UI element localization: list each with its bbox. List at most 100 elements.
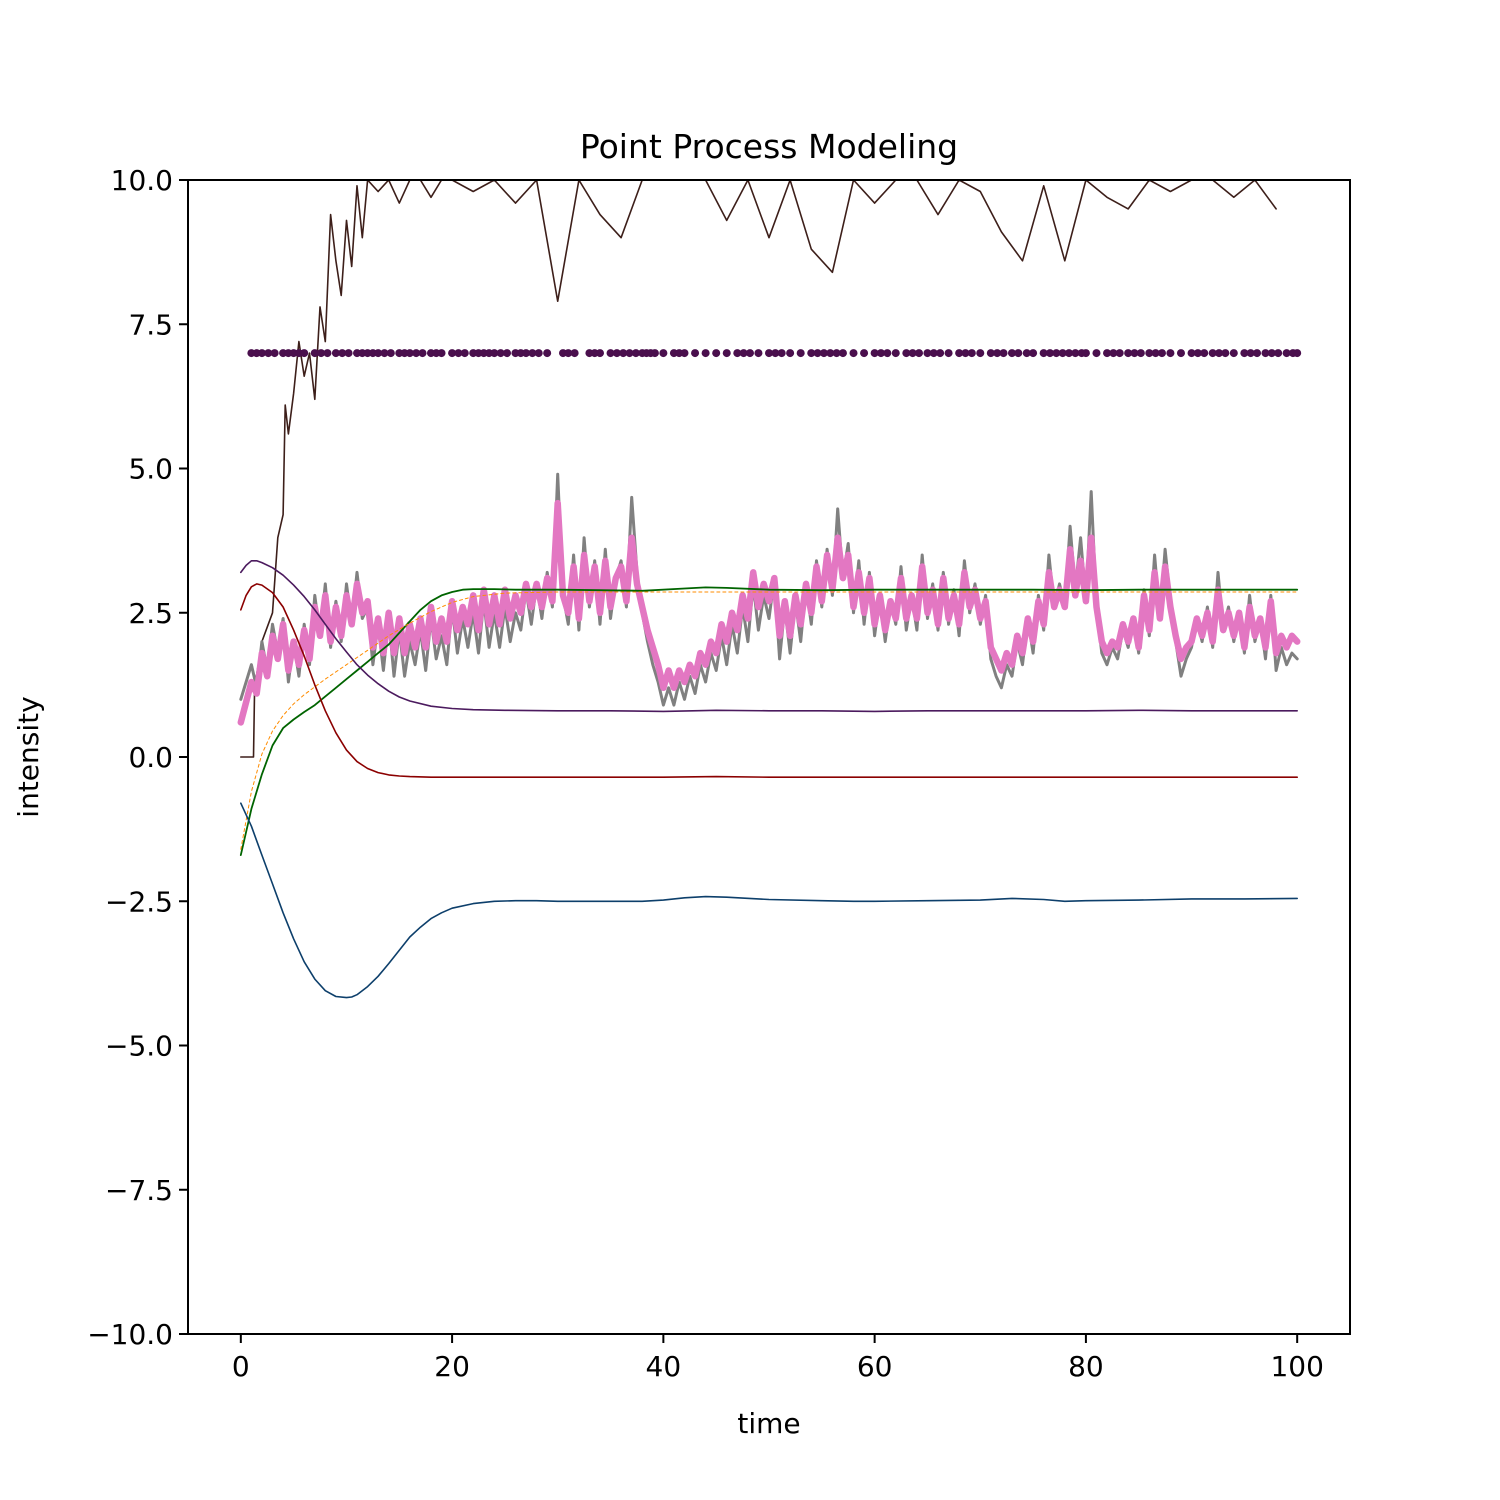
event-dot bbox=[1092, 349, 1101, 358]
event-dot bbox=[961, 349, 970, 358]
y-tick-label: −10.0 bbox=[87, 1318, 173, 1351]
event-dot bbox=[257, 349, 266, 358]
event-dot bbox=[902, 349, 911, 358]
event-dot bbox=[944, 349, 953, 358]
event-dot bbox=[1103, 349, 1112, 358]
x-axis-label: time bbox=[737, 1407, 800, 1440]
event-dot bbox=[1253, 349, 1262, 358]
event-dot bbox=[754, 349, 763, 358]
x-tick-label: 100 bbox=[1270, 1350, 1323, 1383]
event-dot bbox=[680, 349, 689, 358]
event-dot bbox=[929, 349, 938, 358]
event-dot bbox=[264, 349, 273, 358]
series-line-5 bbox=[240, 591, 1298, 850]
event-dot bbox=[659, 349, 668, 358]
series-line-6 bbox=[240, 559, 1298, 713]
series-line-7 bbox=[240, 583, 1298, 779]
event-dot bbox=[1115, 349, 1124, 358]
event-dot bbox=[1124, 349, 1133, 358]
event-dot bbox=[691, 349, 700, 358]
event-dot bbox=[310, 349, 319, 358]
event-dot bbox=[1065, 349, 1074, 358]
event-dot bbox=[412, 349, 421, 358]
event-dot bbox=[796, 349, 805, 358]
event-dot bbox=[786, 349, 795, 358]
event-dot bbox=[338, 349, 347, 358]
event-dot bbox=[460, 349, 469, 358]
event-dot bbox=[612, 349, 621, 358]
event-dot bbox=[826, 349, 835, 358]
y-tick-label: 0.0 bbox=[128, 741, 173, 774]
event-dot bbox=[1045, 349, 1054, 358]
event-dot bbox=[777, 349, 786, 358]
event-dot bbox=[631, 349, 640, 358]
event-dot bbox=[564, 349, 573, 358]
event-dots-series bbox=[247, 349, 1302, 358]
event-dot bbox=[496, 349, 505, 358]
event-dot bbox=[813, 349, 822, 358]
event-dot bbox=[986, 349, 995, 358]
x-axis: 0 20 40 60 80 100 bbox=[232, 1334, 1324, 1383]
event-dot bbox=[619, 349, 628, 358]
event-dot bbox=[765, 349, 773, 358]
event-dot bbox=[386, 349, 395, 358]
event-dot bbox=[923, 349, 932, 358]
event-dot bbox=[650, 349, 659, 358]
event-dot bbox=[1215, 349, 1224, 358]
chart-title: Point Process Modeling bbox=[580, 127, 958, 166]
series-line-8 bbox=[240, 802, 1298, 999]
event-dot bbox=[1022, 349, 1031, 358]
x-tick-label: 20 bbox=[434, 1350, 470, 1383]
event-dot bbox=[317, 349, 326, 358]
event-dot bbox=[701, 349, 710, 358]
event-dot bbox=[1176, 349, 1185, 358]
event-dot bbox=[1240, 349, 1249, 358]
event-dot bbox=[739, 349, 748, 358]
event-dot bbox=[1193, 349, 1202, 358]
event-dot bbox=[570, 349, 579, 358]
event-dot bbox=[1071, 349, 1080, 358]
x-tick-label: 60 bbox=[857, 1350, 893, 1383]
event-dot bbox=[503, 349, 512, 358]
event-dot bbox=[1208, 349, 1217, 358]
event-dot bbox=[915, 349, 924, 358]
event-dot bbox=[1293, 349, 1302, 358]
event-dot bbox=[1007, 349, 1016, 358]
event-dot bbox=[976, 349, 985, 358]
event-dot bbox=[323, 349, 332, 358]
event-dot bbox=[745, 349, 754, 358]
y-tick-label: 7.5 bbox=[128, 308, 173, 341]
event-dot bbox=[1261, 349, 1270, 358]
series-line-4 bbox=[239, 586, 1299, 856]
event-dot bbox=[1157, 349, 1166, 358]
y-axis: −10.0 −7.5 −5.0 −2.5 0.0 2.5 5.0 7.5 10.0 bbox=[87, 164, 188, 1351]
event-dot bbox=[870, 349, 879, 358]
event-dot bbox=[1029, 349, 1038, 358]
event-dot bbox=[1014, 349, 1023, 358]
event-dot bbox=[722, 349, 731, 358]
event-dot bbox=[849, 349, 858, 358]
event-dot bbox=[606, 349, 615, 358]
event-dot bbox=[1274, 349, 1283, 358]
event-dot bbox=[876, 349, 885, 358]
event-dot bbox=[999, 349, 1008, 358]
event-dot bbox=[522, 349, 531, 358]
event-dot bbox=[1200, 349, 1209, 358]
event-dot bbox=[528, 349, 537, 358]
event-dot bbox=[344, 349, 353, 358]
event-dot bbox=[967, 349, 976, 358]
event-dot bbox=[1081, 349, 1090, 358]
event-dot bbox=[374, 349, 383, 358]
event-dot bbox=[1151, 349, 1160, 358]
event-dot bbox=[908, 349, 917, 358]
event-dot bbox=[891, 349, 900, 358]
event-dot bbox=[418, 349, 427, 358]
event-dot bbox=[955, 349, 964, 358]
event-dot bbox=[380, 349, 389, 358]
y-tick-label: −2.5 bbox=[105, 885, 173, 918]
event-dot bbox=[1058, 349, 1067, 358]
event-dot bbox=[1246, 349, 1255, 358]
event-dot bbox=[1039, 349, 1048, 358]
